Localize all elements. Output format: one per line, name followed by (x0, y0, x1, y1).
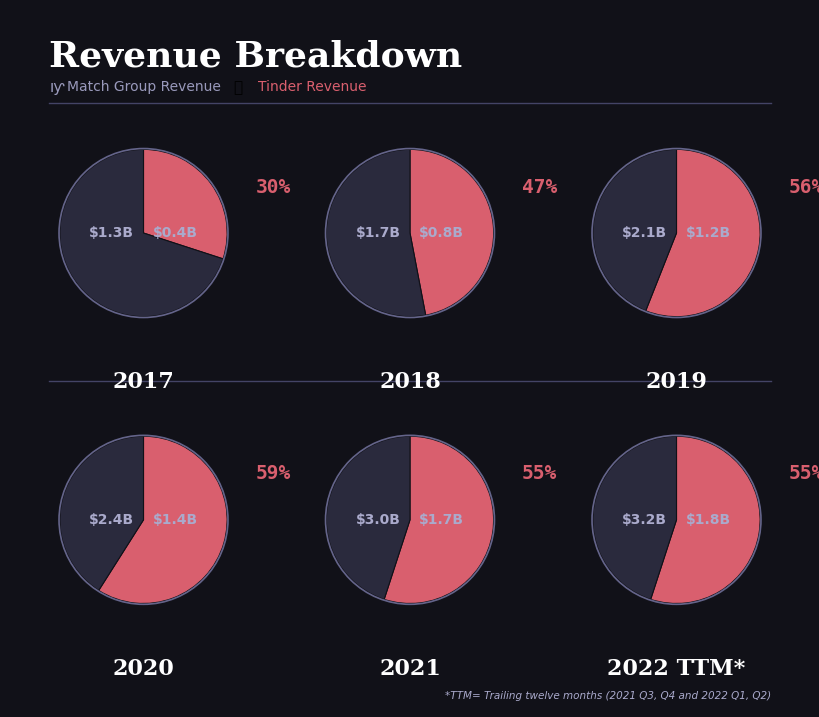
Text: $1.2B: $1.2B (685, 226, 730, 240)
Wedge shape (649, 436, 759, 604)
Text: 2017: 2017 (112, 371, 174, 393)
Text: $2.1B: $2.1B (622, 226, 667, 240)
Text: 2022 TTM*: 2022 TTM* (607, 658, 744, 680)
Wedge shape (592, 436, 676, 599)
Text: Revenue Breakdown: Revenue Breakdown (49, 39, 462, 73)
Wedge shape (645, 149, 759, 317)
Wedge shape (60, 436, 143, 590)
Wedge shape (326, 149, 425, 317)
Text: 55%: 55% (788, 465, 819, 483)
Text: 2019: 2019 (645, 371, 707, 393)
Text: $1.4B: $1.4B (152, 513, 197, 527)
Text: $1.3B: $1.3B (89, 226, 134, 240)
Text: 🔥: 🔥 (233, 80, 242, 95)
Text: $2.4B: $2.4B (89, 513, 134, 527)
Text: 47%: 47% (522, 178, 557, 196)
Text: $1.7B: $1.7B (355, 226, 400, 240)
Text: 2021: 2021 (378, 658, 441, 680)
Text: 55%: 55% (522, 465, 557, 483)
Text: $1.7B: $1.7B (419, 513, 464, 527)
Wedge shape (98, 436, 227, 604)
Text: 2020: 2020 (112, 658, 174, 680)
Text: $3.2B: $3.2B (622, 513, 667, 527)
Text: $1.8B: $1.8B (685, 513, 730, 527)
Text: $0.4B: $0.4B (152, 226, 197, 240)
Wedge shape (60, 149, 223, 317)
Text: Tinder Revenue: Tinder Revenue (258, 80, 366, 95)
Text: $0.8B: $0.8B (419, 226, 464, 240)
Text: 30%: 30% (256, 178, 291, 196)
Text: 2018: 2018 (378, 371, 441, 393)
Text: 59%: 59% (256, 465, 291, 483)
Wedge shape (383, 436, 493, 604)
Wedge shape (592, 149, 676, 310)
Wedge shape (326, 436, 410, 599)
Text: $3.0B: $3.0B (355, 513, 400, 527)
Text: Match Group Revenue: Match Group Revenue (67, 80, 221, 95)
Text: ıƴ: ıƴ (49, 80, 65, 95)
Wedge shape (143, 149, 227, 259)
Text: 56%: 56% (788, 178, 819, 196)
Text: *TTM= Trailing twelve months (2021 Q3, Q4 and 2022 Q1, Q2): *TTM= Trailing twelve months (2021 Q3, Q… (444, 691, 770, 701)
Wedge shape (410, 149, 493, 315)
